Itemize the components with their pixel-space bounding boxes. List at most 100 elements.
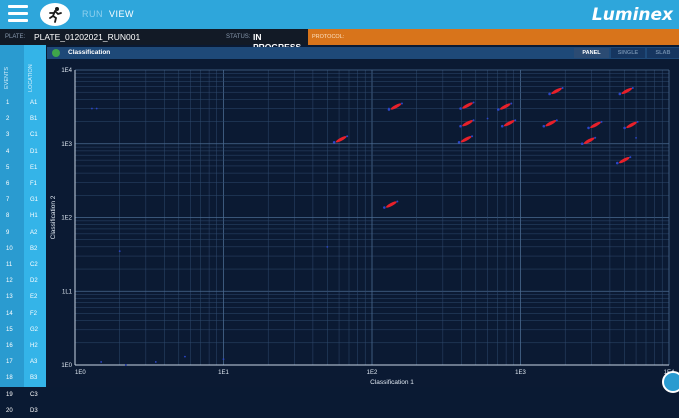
well-row[interactable]: 9 A2 [0, 229, 46, 240]
well-location: D3 [30, 407, 38, 414]
event-point [222, 358, 225, 361]
well-index: 2 [6, 116, 10, 123]
well-index: 9 [6, 229, 10, 236]
well-index: 12 [6, 278, 13, 285]
cluster-halo [623, 126, 626, 130]
protocol-label: PROTOCOL: [312, 34, 345, 40]
well-location: A3 [30, 359, 38, 366]
well-index: 11 [6, 262, 13, 268]
well-location: F2 [30, 310, 38, 317]
well-row[interactable]: 4 D1 [0, 148, 46, 159]
well-location: G2 [30, 326, 39, 333]
location-column [24, 45, 46, 387]
chart-header: Classification PANEL SINGLE SLAB [47, 47, 679, 59]
well-row[interactable]: 7 G1 [0, 196, 46, 207]
well-location: G1 [30, 197, 39, 204]
y-axis-label: Classification 2 [50, 195, 57, 239]
cluster-halo [580, 142, 584, 145]
well-index: 4 [6, 148, 10, 155]
well-row[interactable]: 11 C2 [0, 261, 46, 272]
well-index: 16 [6, 343, 13, 349]
well-row[interactable]: 17 A3 [0, 358, 46, 369]
bead-cluster [462, 102, 473, 109]
well-index: 6 [6, 181, 10, 187]
bead-cluster [545, 120, 557, 127]
well-row[interactable]: 13 E2 [0, 293, 46, 304]
well-location: C3 [30, 391, 38, 398]
cluster-halo [457, 140, 461, 144]
y-tick-label: 1E2 [61, 216, 72, 222]
well-row[interactable]: 6 F1 [0, 180, 46, 191]
x-tick-label: 1E0 [75, 370, 86, 376]
x-tick-label: 1E1 [218, 370, 229, 376]
tab-single[interactable]: SINGLE [611, 48, 645, 58]
cluster-halo [615, 161, 619, 165]
bead-cluster [460, 136, 472, 143]
well-index: 17 [6, 359, 13, 366]
protocol-bar: PROTOCOL: [308, 29, 679, 45]
cluster-halo [618, 92, 622, 96]
y-tick-label: 1E4 [61, 68, 72, 74]
x-tick-label: 1E3 [515, 370, 526, 376]
well-row[interactable]: 20 D3 [0, 407, 46, 418]
well-row[interactable]: 12 D2 [0, 277, 46, 288]
cluster-halo [400, 102, 403, 105]
menu-icon[interactable] [8, 5, 28, 23]
nav-view[interactable]: VIEW [109, 9, 135, 19]
well-index: 3 [6, 132, 10, 139]
bead-cluster [390, 103, 402, 110]
event-point [154, 361, 157, 363]
well-row[interactable]: 5 E1 [0, 164, 46, 175]
well-location: E2 [30, 294, 38, 301]
bead-cluster [551, 87, 562, 95]
classification-chart[interactable]: 1E01E11E21E31E41E01L11E21E31E4Classifica… [47, 60, 679, 387]
well-index: 18 [6, 375, 13, 382]
well-row[interactable]: 2 B1 [0, 115, 46, 126]
cluster-halo [346, 135, 349, 138]
nav-run[interactable]: RUN [82, 9, 103, 19]
well-row[interactable]: 14 F2 [0, 310, 46, 321]
well-location: C2 [30, 262, 38, 268]
well-row[interactable]: 1 A1 [0, 99, 46, 110]
brand-logo: Luminex [591, 5, 673, 25]
well-index: 14 [6, 310, 13, 317]
well-row[interactable]: 18 B3 [0, 374, 46, 385]
well-location: C1 [30, 132, 38, 139]
cluster-halo [472, 119, 475, 122]
tab-slab[interactable]: SLAB [647, 48, 679, 58]
tab-panel[interactable]: PANEL [574, 48, 609, 58]
runner-icon[interactable] [40, 3, 70, 26]
event-point [100, 361, 103, 363]
well-location: D2 [30, 278, 38, 285]
well-index: 7 [6, 197, 10, 204]
bead-cluster [618, 156, 630, 164]
bead-cluster [462, 120, 473, 127]
cluster-halo [600, 120, 603, 123]
cluster-halo [396, 200, 399, 203]
cluster-halo [472, 101, 475, 104]
well-index: 1 [6, 100, 10, 106]
top-bar: RUN VIEW Luminex [0, 0, 679, 29]
well-location: B1 [30, 116, 38, 123]
well-location: B3 [30, 375, 38, 382]
bead-cluster [583, 137, 595, 144]
cluster-halo [548, 92, 551, 96]
action-button[interactable] [662, 371, 679, 393]
bead-cluster [621, 87, 633, 95]
plot-area: 1E01E11E21E31E41E01L11E21E31E4Classifica… [47, 60, 679, 387]
well-row[interactable]: 3 C1 [0, 131, 46, 142]
cluster-halo [387, 108, 391, 111]
bead-cluster [386, 201, 397, 208]
well-location: A1 [30, 100, 38, 106]
well-row[interactable]: 10 B2 [0, 245, 46, 256]
cluster-halo [542, 124, 546, 128]
well-index: 15 [6, 326, 13, 333]
event-point [118, 250, 121, 253]
event-point [95, 107, 98, 110]
well-row[interactable]: 15 G2 [0, 326, 46, 337]
event-point [91, 107, 93, 110]
cluster-halo [332, 140, 336, 144]
well-row[interactable]: 19 C3 [0, 391, 46, 402]
well-row[interactable]: 16 H2 [0, 342, 46, 353]
well-row[interactable]: 8 H1 [0, 212, 46, 223]
